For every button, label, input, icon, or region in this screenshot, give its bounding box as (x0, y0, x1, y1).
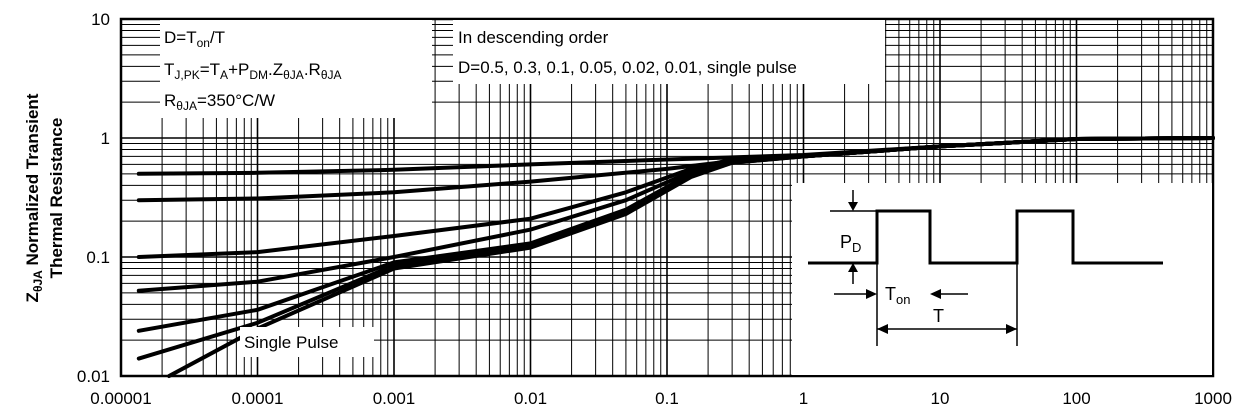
equation-box-bg (160, 20, 432, 118)
order-values: D=0.5, 0.3, 0.1, 0.05, 0.02, 0.01, singl… (458, 58, 797, 77)
y-tick-label: 10 (91, 10, 110, 29)
eq-junction-temp: TJ,PK=TA+PDM.ZθJA.RθJA (164, 60, 342, 82)
eq-thermal-resistance: RθJA=350°C/W (164, 91, 275, 113)
inset-bg (792, 183, 1212, 375)
x-tick-label: 0.01 (514, 389, 547, 408)
y-tick-label: 0.1 (86, 248, 110, 267)
x-tick-labels: 0.00001 0.0001 0.001 0.01 0.1 1 10 100 1000 (90, 389, 1232, 408)
pulse-waveform-inset: PD Ton T (792, 183, 1212, 375)
equation-box: D=Ton/T TJ,PK=TA+PDM.ZθJA.RθJA RθJA=350°… (160, 20, 432, 118)
period-arrow-right-head (1006, 324, 1017, 334)
ton-label: Ton (885, 284, 910, 307)
x-tick-label: 10 (931, 389, 950, 408)
order-title: In descending order (458, 28, 609, 47)
period-arrow-left-head (877, 324, 888, 334)
order-box-bg (453, 20, 885, 84)
single-pulse-label-bg (240, 327, 374, 357)
ton-arrow-left-head (866, 289, 877, 299)
eq-duty-cycle: D=Ton/T (164, 28, 225, 50)
pd-arrow-bottom-head (848, 263, 858, 272)
y-tick-label: 0.01 (77, 367, 110, 386)
period-label: T (933, 306, 944, 326)
curves (136, 136, 1215, 378)
y-axis-label-line2: Thermal Resistance (47, 118, 66, 279)
single-pulse-label-box: Single Pulse (240, 327, 374, 357)
pd-label: PD (840, 232, 861, 255)
order-box: In descending order D=0.5, 0.3, 0.1, 0.0… (453, 20, 885, 84)
x-tick-label: 0.00001 (90, 389, 151, 408)
pd-arrow-top-head (848, 202, 858, 211)
y-axis-label: ZθJA Normalized Transient (23, 93, 45, 302)
y-tick-label: 1 (101, 129, 110, 148)
y-tick-labels: 0.01 0.1 1 10 (77, 10, 110, 386)
x-tick-label: 0.1 (655, 389, 679, 408)
x-tick-label: 1000 (1194, 389, 1232, 408)
plot-frame (119, 17, 1215, 378)
x-tick-label: 1 (799, 389, 808, 408)
x-tick-label: 0.0001 (232, 389, 284, 408)
curve-series-7 (167, 136, 1215, 378)
ton-arrow-right-head (930, 289, 941, 299)
single-pulse-label: Single Pulse (244, 333, 339, 352)
x-tick-label: 0.001 (373, 389, 416, 408)
x-tick-label: 100 (1062, 389, 1090, 408)
pulse-waveform (808, 209, 1163, 265)
